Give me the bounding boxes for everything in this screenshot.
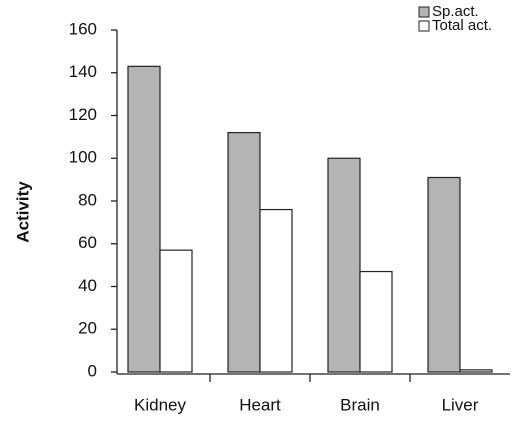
y-tick-label: 160 bbox=[69, 19, 97, 38]
legend-swatch bbox=[418, 20, 430, 32]
bar bbox=[459, 369, 493, 373]
y-tick-label: 0 bbox=[88, 361, 97, 380]
bar bbox=[427, 176, 461, 373]
y-axis-label: Activity bbox=[13, 181, 32, 243]
y-tick-label: 140 bbox=[69, 62, 97, 81]
y-tick-label: 60 bbox=[78, 233, 97, 252]
legend-label: Sp.act. bbox=[432, 3, 479, 20]
x-tick-label: Heart bbox=[239, 395, 281, 414]
x-tick-label: Brain bbox=[340, 395, 380, 414]
y-tick-label: 80 bbox=[78, 190, 97, 209]
bar bbox=[227, 132, 261, 373]
y-tick-label: 100 bbox=[69, 148, 97, 167]
bar bbox=[159, 249, 193, 373]
y-tick-label: 40 bbox=[78, 276, 97, 295]
x-tick-label: Liver bbox=[442, 395, 479, 414]
bar bbox=[359, 270, 393, 373]
bar bbox=[127, 65, 161, 373]
legend-swatch bbox=[418, 6, 430, 18]
y-tick-label: 20 bbox=[78, 319, 97, 338]
bar bbox=[259, 208, 293, 373]
legend-label: Total act. bbox=[432, 17, 492, 34]
bar bbox=[327, 157, 361, 373]
x-tick-label: Kidney bbox=[134, 395, 186, 414]
y-tick-label: 120 bbox=[69, 105, 97, 124]
